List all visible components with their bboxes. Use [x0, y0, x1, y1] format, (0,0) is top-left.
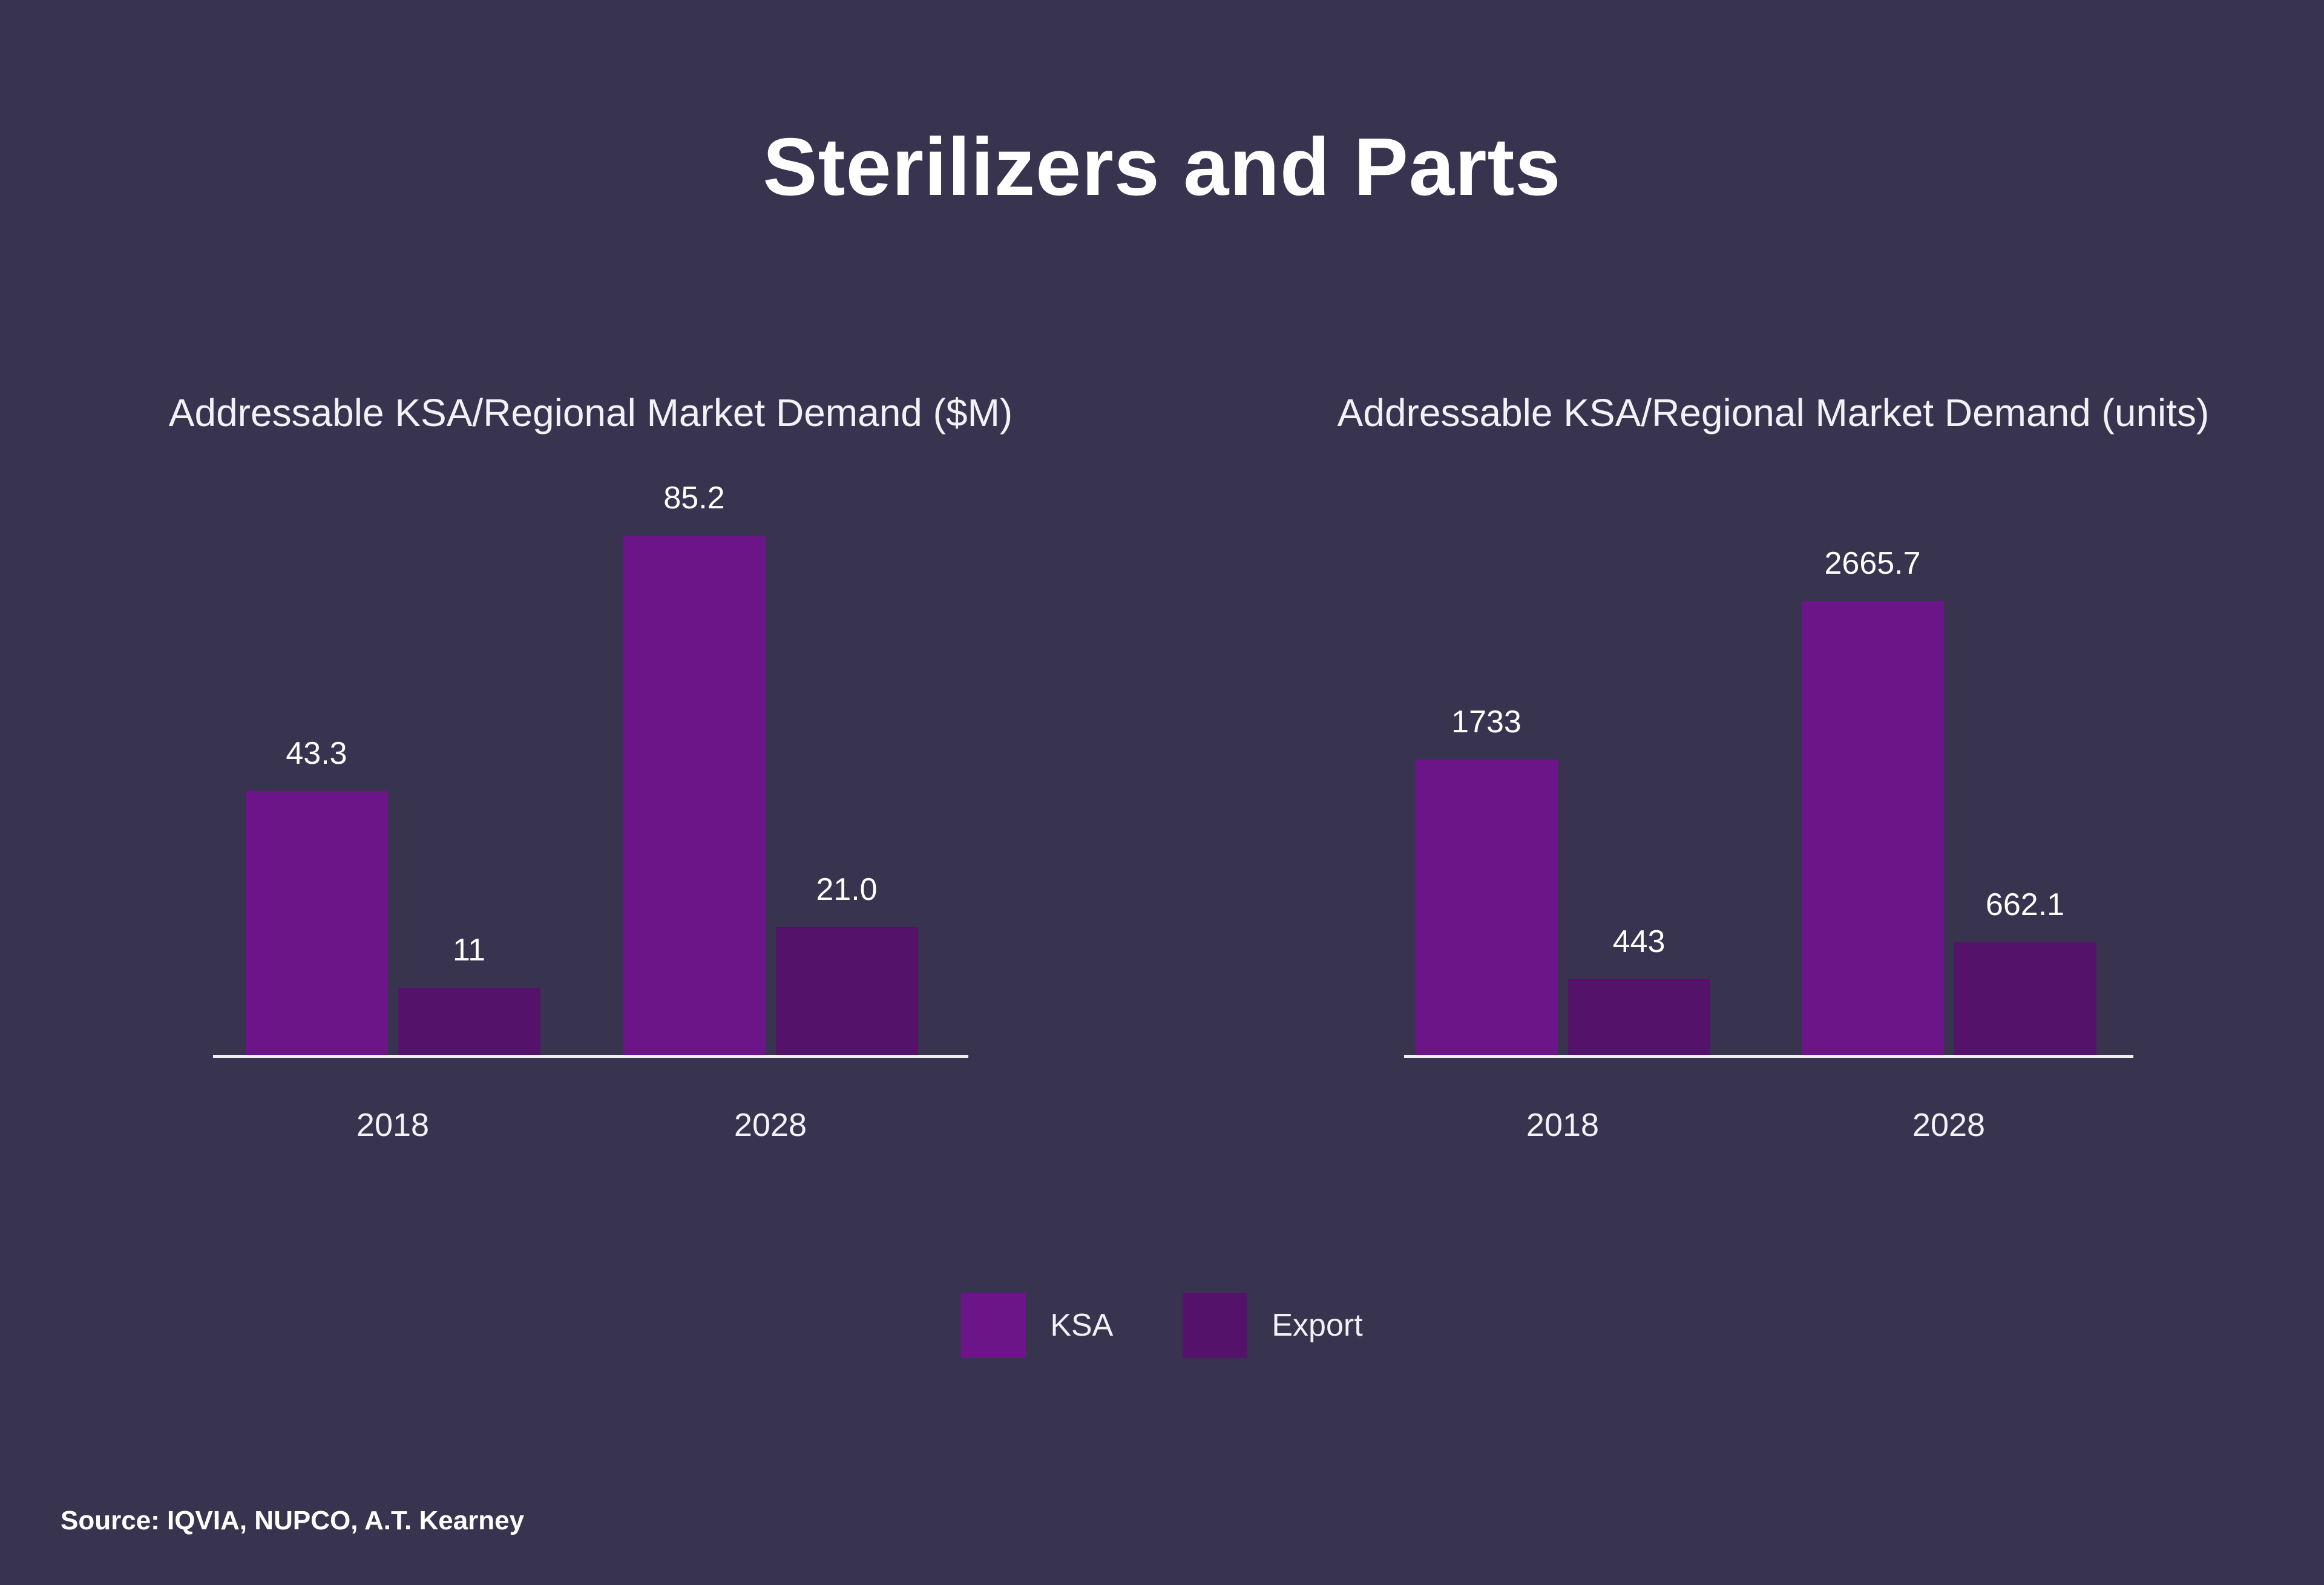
- bar-column-ksa-2018: 43.3: [245, 736, 388, 1055]
- bar-column-export-2018: 11: [398, 933, 540, 1055]
- legend-swatch-ksa: [961, 1293, 1026, 1358]
- plot-area-usd: 43.3 11 2018 85.2 21.0 2028: [213, 480, 968, 1143]
- bar-column-export-2028: 662.1: [1954, 887, 2096, 1055]
- bar-export-2018: [1567, 979, 1710, 1055]
- value-label-ksa-2028: 85.2: [663, 481, 725, 516]
- x-axis-label-2018: 2018: [356, 1107, 430, 1143]
- bar-export-2018: [398, 988, 540, 1055]
- bar-ksa-2018: [245, 791, 388, 1055]
- chart-title-units: Addressable KSA/Regional Market Demand (…: [1337, 391, 2210, 435]
- legend-item-export: Export: [1183, 1293, 1363, 1358]
- bar-export-2028: [1954, 942, 2096, 1055]
- bar-group-2018: 1733 443: [1415, 704, 1710, 1055]
- x-axis-line: [1404, 1055, 2133, 1058]
- legend-label-ksa: KSA: [1050, 1308, 1114, 1343]
- legend: KSA Export: [0, 1293, 2324, 1358]
- x-axis-line: [213, 1055, 968, 1058]
- bar-group-2028: 85.2 21.0: [623, 481, 918, 1055]
- x-axis-label-2018: 2018: [1526, 1107, 1600, 1143]
- bar-ksa-2018: [1415, 760, 1558, 1055]
- plot-area-units: 1733 443 2018 2665.7 662.1 2028: [1404, 480, 2133, 1143]
- bar-group-2028: 2665.7 662.1: [1801, 546, 2096, 1055]
- page-title: Sterilizers and Parts: [763, 121, 1561, 212]
- bar-ksa-2028: [623, 536, 766, 1055]
- value-label-ksa-2018: 1733: [1451, 704, 1521, 740]
- source-note: Source: IQVIA, NUPCO, A.T. Kearney: [61, 1506, 525, 1535]
- bar-column-ksa-2018: 1733: [1415, 704, 1558, 1055]
- value-label-export-2018: 11: [453, 933, 485, 968]
- chart-title-usd: Addressable KSA/Regional Market Demand (…: [168, 391, 1013, 435]
- bar-column-ksa-2028: 85.2: [623, 481, 766, 1055]
- legend-item-ksa: KSA: [961, 1293, 1113, 1358]
- x-axis-label-2028: 2028: [1912, 1107, 1986, 1143]
- bar-column-export-2028: 21.0: [775, 872, 918, 1055]
- value-label-ksa-2018: 43.3: [286, 736, 347, 771]
- bar-ksa-2028: [1801, 601, 1944, 1055]
- bar-group-2018: 43.3 11: [245, 736, 540, 1055]
- value-label-export-2028: 662.1: [1985, 887, 2065, 922]
- x-axis-label-2028: 2028: [734, 1107, 807, 1143]
- value-label-export-2018: 443: [1612, 924, 1666, 959]
- bar-column-ksa-2028: 2665.7: [1801, 546, 1944, 1055]
- legend-label-export: Export: [1272, 1308, 1363, 1343]
- legend-swatch-export: [1183, 1293, 1248, 1358]
- bar-column-export-2018: 443: [1567, 924, 1710, 1055]
- bar-export-2028: [775, 927, 918, 1055]
- value-label-export-2028: 21.0: [816, 872, 878, 907]
- value-label-ksa-2028: 2665.7: [1824, 546, 1921, 581]
